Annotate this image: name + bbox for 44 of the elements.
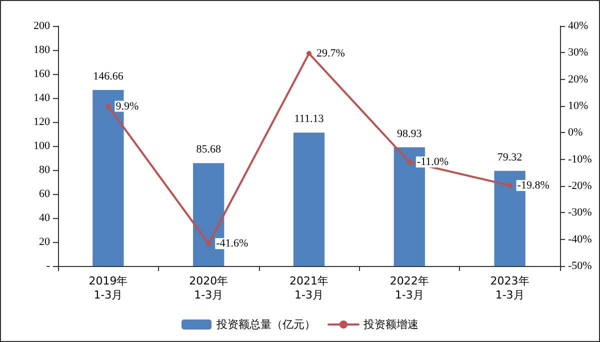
y-tick-label: 200 [34, 20, 50, 32]
y-tick-label: 40 [39, 212, 50, 224]
point [106, 104, 111, 109]
data-label: 98.93 [397, 128, 422, 140]
data-label: 29.7% [316, 47, 345, 60]
y2-tick-label: 10% [568, 100, 588, 112]
y-tick-label: 20 [39, 236, 50, 248]
data-label: -41.6% [216, 238, 248, 250]
data-label: 146.66 [93, 70, 124, 83]
x-tick-label: 2019年 1-3月 [88, 274, 128, 302]
point [507, 182, 512, 188]
point [306, 50, 312, 56]
legend-label: 投资额增速 [362, 318, 418, 331]
y-tick-label: 60 [39, 188, 50, 200]
y2-tick-label: -50% [568, 260, 592, 272]
y-tick-label: 120 [34, 116, 50, 128]
x-tick-label: 2020年 1-3月 [189, 274, 228, 302]
y2-tick-label: 40% [568, 20, 588, 32]
point [406, 160, 412, 164]
point [206, 241, 212, 246]
data-label: 111.13 [294, 113, 324, 126]
y2-tick-label: 30% [568, 46, 588, 59]
x-tick-label: 2022年 1-3月 [390, 274, 429, 302]
y2-tick-label: -40% [568, 233, 592, 246]
bar [293, 132, 325, 266]
y-tick-label: 140 [34, 92, 50, 104]
data-label: -11.0% [416, 156, 449, 168]
y-tick-label: 160 [34, 68, 50, 80]
data-label: -19.8% [517, 179, 550, 192]
y2-tick-label: 20% [568, 73, 588, 86]
y2-tick-label: -10% [568, 153, 592, 166]
y2-tick-label: -20% [568, 180, 592, 192]
y2-tick-label: 0% [568, 126, 583, 139]
legend-label: 投资额总量（亿元） [216, 318, 316, 331]
y-tick-label: 100 [34, 140, 50, 152]
data-label: 79.32 [497, 151, 522, 164]
y-tick-label: - [46, 260, 50, 272]
y-tick-label: 180 [34, 44, 50, 56]
x-tick-label: 2021年 1-3月 [290, 274, 328, 302]
y2-tick-label: -30% [568, 206, 592, 219]
data-label: 9.9% [116, 100, 139, 112]
data-label: 85.68 [196, 144, 222, 156]
x-tick-label: 2023年 1-3月 [490, 274, 530, 302]
y-tick-label: 80 [39, 164, 50, 176]
